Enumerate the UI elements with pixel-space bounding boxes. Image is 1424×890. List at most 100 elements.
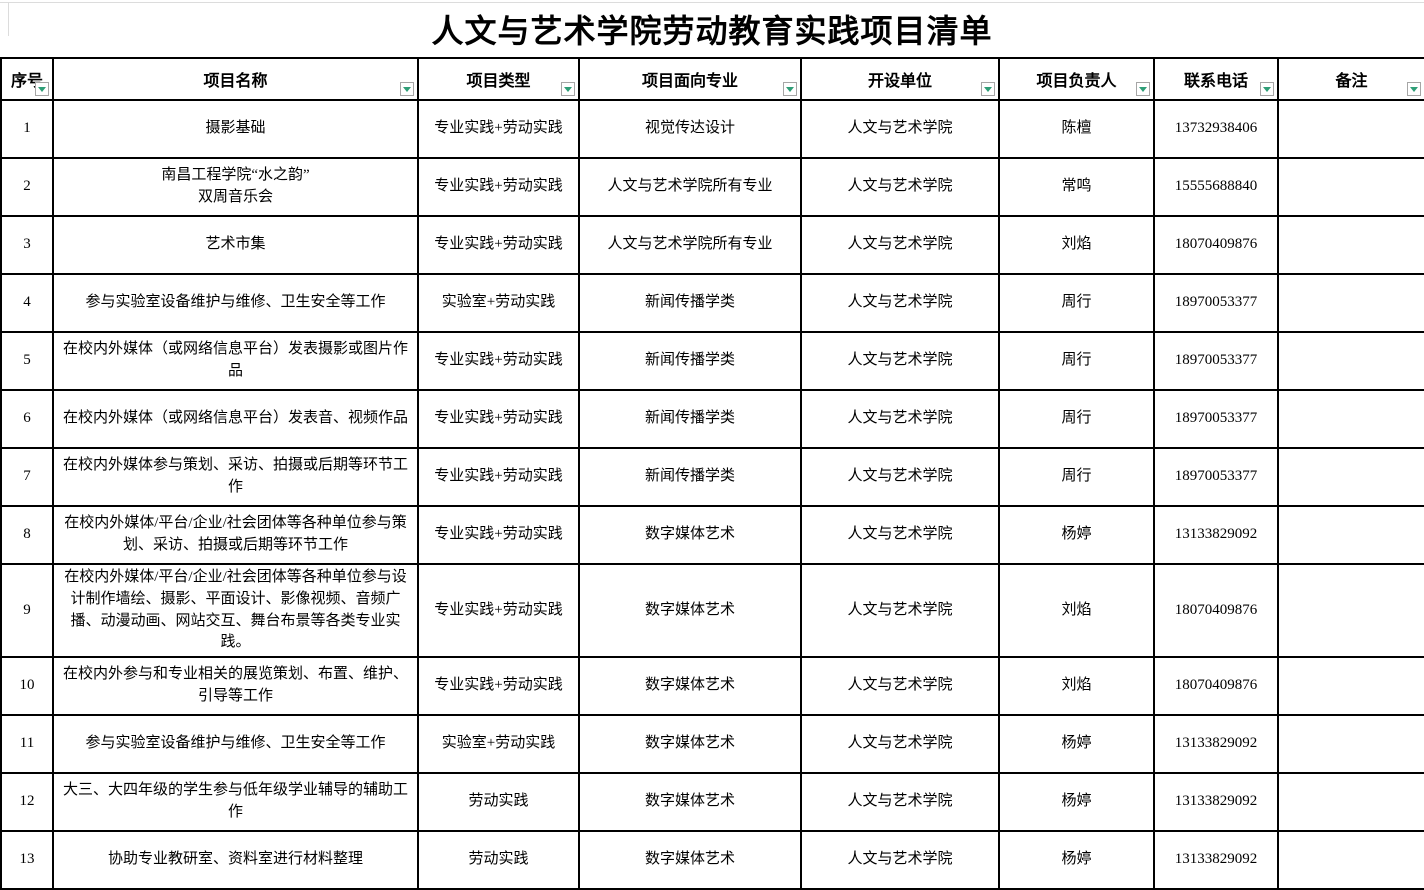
cell-type[interactable]: 专业实践+劳动实践 [417,505,580,565]
cell-note[interactable] [1277,563,1424,658]
cell-no[interactable]: 11 [0,714,54,774]
cell-type[interactable]: 实验室+劳动实践 [417,273,580,333]
cell-unit[interactable]: 人文与艺术学院 [800,389,1000,449]
cell-phone[interactable]: 13133829092 [1153,830,1279,890]
cell-type[interactable]: 专业实践+劳动实践 [417,215,580,275]
cell-phone[interactable]: 13133829092 [1153,714,1279,774]
filter-button-leader[interactable] [1136,82,1150,96]
cell-phone[interactable]: 18970053377 [1153,273,1279,333]
cell-major[interactable]: 数字媒体艺术 [578,656,802,716]
cell-leader[interactable]: 周行 [998,273,1155,333]
cell-no[interactable]: 10 [0,656,54,716]
cell-name[interactable]: 在校内外媒体/平台/企业/社会团体等各种单位参与设计制作墙绘、摄影、平面设计、影… [52,563,419,658]
cell-leader[interactable]: 刘焰 [998,656,1155,716]
cell-name[interactable]: 协助专业教研室、资料室进行材料整理 [52,830,419,890]
cell-type[interactable]: 专业实践+劳动实践 [417,157,580,217]
cell-unit[interactable]: 人文与艺术学院 [800,772,1000,832]
cell-note[interactable] [1277,447,1424,507]
cell-note[interactable] [1277,99,1424,159]
cell-note[interactable] [1277,389,1424,449]
cell-name[interactable]: 在校内外媒体（或网络信息平台）发表摄影或图片作品 [52,331,419,391]
cell-no[interactable]: 1 [0,99,54,159]
cell-leader[interactable]: 周行 [998,447,1155,507]
cell-major[interactable]: 数字媒体艺术 [578,714,802,774]
cell-unit[interactable]: 人文与艺术学院 [800,505,1000,565]
cell-no[interactable]: 2 [0,157,54,217]
cell-name[interactable]: 参与实验室设备维护与维修、卫生安全等工作 [52,273,419,333]
cell-phone[interactable]: 13133829092 [1153,772,1279,832]
filter-button-type[interactable] [561,82,575,96]
cell-no[interactable]: 3 [0,215,54,275]
column-header-type[interactable]: 项目类型 [417,57,580,101]
cell-major[interactable]: 人文与艺术学院所有专业 [578,157,802,217]
cell-type[interactable]: 专业实践+劳动实践 [417,656,580,716]
cell-type[interactable]: 专业实践+劳动实践 [417,563,580,658]
cell-major[interactable]: 视觉传达设计 [578,99,802,159]
cell-major[interactable]: 新闻传播学类 [578,331,802,391]
cell-leader[interactable]: 杨婷 [998,772,1155,832]
cell-note[interactable] [1277,273,1424,333]
cell-no[interactable]: 9 [0,563,54,658]
cell-major[interactable]: 新闻传播学类 [578,447,802,507]
cell-unit[interactable]: 人文与艺术学院 [800,273,1000,333]
cell-major[interactable]: 数字媒体艺术 [578,563,802,658]
column-header-phone[interactable]: 联系电话 [1153,57,1279,101]
cell-unit[interactable]: 人文与艺术学院 [800,157,1000,217]
cell-leader[interactable]: 杨婷 [998,714,1155,774]
filter-button-name[interactable] [400,82,414,96]
cell-leader[interactable]: 周行 [998,331,1155,391]
filter-button-phone[interactable] [1260,82,1274,96]
cell-name[interactable]: 在校内外媒体参与策划、采访、拍摄或后期等环节工作 [52,447,419,507]
cell-leader[interactable]: 刘焰 [998,215,1155,275]
cell-unit[interactable]: 人文与艺术学院 [800,830,1000,890]
cell-leader[interactable]: 刘焰 [998,563,1155,658]
cell-phone[interactable]: 18070409876 [1153,563,1279,658]
cell-type[interactable]: 劳动实践 [417,830,580,890]
cell-no[interactable]: 7 [0,447,54,507]
cell-no[interactable]: 8 [0,505,54,565]
cell-leader[interactable]: 陈檀 [998,99,1155,159]
column-header-major[interactable]: 项目面向专业 [578,57,802,101]
cell-note[interactable] [1277,215,1424,275]
cell-unit[interactable]: 人文与艺术学院 [800,447,1000,507]
cell-no[interactable]: 13 [0,830,54,890]
cell-note[interactable] [1277,331,1424,391]
cell-major[interactable]: 数字媒体艺术 [578,505,802,565]
cell-name[interactable]: 在校内外参与和专业相关的展览策划、布置、维护、引导等工作 [52,656,419,716]
cell-name[interactable]: 摄影基础 [52,99,419,159]
cell-leader[interactable]: 常鸣 [998,157,1155,217]
filter-button-major[interactable] [783,82,797,96]
cell-unit[interactable]: 人文与艺术学院 [800,215,1000,275]
cell-no[interactable]: 12 [0,772,54,832]
cell-leader[interactable]: 周行 [998,389,1155,449]
cell-note[interactable] [1277,157,1424,217]
filter-button-unit[interactable] [981,82,995,96]
cell-leader[interactable]: 杨婷 [998,505,1155,565]
cell-no[interactable]: 5 [0,331,54,391]
cell-type[interactable]: 专业实践+劳动实践 [417,447,580,507]
cell-name[interactable]: 参与实验室设备维护与维修、卫生安全等工作 [52,714,419,774]
cell-phone[interactable]: 18070409876 [1153,215,1279,275]
cell-unit[interactable]: 人文与艺术学院 [800,99,1000,159]
cell-unit[interactable]: 人文与艺术学院 [800,714,1000,774]
cell-major[interactable]: 数字媒体艺术 [578,830,802,890]
cell-no[interactable]: 6 [0,389,54,449]
filter-button-no[interactable] [35,82,49,96]
cell-major[interactable]: 新闻传播学类 [578,273,802,333]
cell-type[interactable]: 劳动实践 [417,772,580,832]
cell-name[interactable]: 大三、大四年级的学生参与低年级学业辅导的辅助工作 [52,772,419,832]
column-header-leader[interactable]: 项目负责人 [998,57,1155,101]
cell-name[interactable]: 在校内外媒体/平台/企业/社会团体等各种单位参与策划、采访、拍摄或后期等环节工作 [52,505,419,565]
cell-note[interactable] [1277,505,1424,565]
cell-unit[interactable]: 人文与艺术学院 [800,331,1000,391]
cell-phone[interactable]: 13133829092 [1153,505,1279,565]
cell-type[interactable]: 专业实践+劳动实践 [417,99,580,159]
cell-name[interactable]: 艺术市集 [52,215,419,275]
cell-type[interactable]: 专业实践+劳动实践 [417,389,580,449]
column-header-note[interactable]: 备注 [1277,57,1424,101]
cell-major[interactable]: 新闻传播学类 [578,389,802,449]
cell-leader[interactable]: 杨婷 [998,830,1155,890]
cell-phone[interactable]: 18970053377 [1153,389,1279,449]
cell-phone[interactable]: 13732938406 [1153,99,1279,159]
cell-phone[interactable]: 18970053377 [1153,331,1279,391]
